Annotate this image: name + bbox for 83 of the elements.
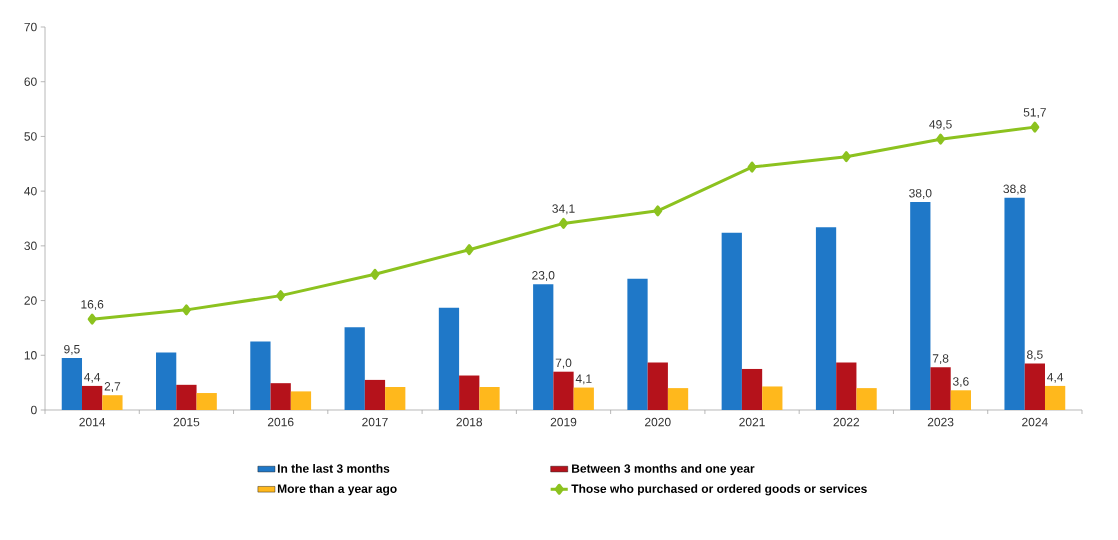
legend-label: More than a year ago — [277, 484, 397, 496]
bar — [762, 386, 783, 410]
y-tick-label: 50 — [24, 132, 37, 141]
bar — [176, 384, 197, 410]
bar — [156, 352, 177, 410]
bar — [741, 368, 763, 410]
bar — [364, 379, 386, 410]
data-label: 4,1 — [575, 374, 592, 385]
point — [87, 313, 97, 325]
bar — [196, 393, 217, 410]
bar — [344, 327, 365, 410]
bar — [82, 385, 103, 410]
bar — [553, 371, 574, 410]
bar — [61, 358, 83, 410]
data-label: 9,5 — [64, 344, 80, 355]
legend-label: Between 3 months and one year — [572, 463, 755, 476]
point — [181, 304, 191, 316]
bar — [573, 387, 594, 410]
y-tick-label: 10 — [24, 351, 37, 360]
bar — [290, 391, 312, 410]
x-tick-label: 2019 — [550, 417, 577, 427]
legend-label: In the last 3 months — [277, 463, 390, 473]
y-tick-label: 60 — [24, 77, 37, 86]
bar — [930, 367, 951, 410]
x-tick-label: 2023 — [927, 417, 954, 427]
bar — [250, 341, 271, 410]
bar — [1024, 363, 1045, 410]
bar — [667, 388, 689, 410]
bar — [647, 362, 668, 410]
data-label: 7,0 — [555, 358, 572, 369]
bar — [1044, 385, 1066, 410]
data-label: 3,6 — [952, 377, 969, 388]
x-tick-label: 2020 — [645, 417, 671, 427]
bar — [950, 390, 971, 410]
bar — [102, 395, 123, 410]
data-label: 49,5 — [929, 120, 952, 130]
data-label: 38,8 — [1003, 184, 1026, 195]
bar — [270, 383, 291, 410]
x-tick-label: 2021 — [739, 417, 765, 427]
x-tick-label: 2014 — [79, 417, 106, 427]
bar — [910, 202, 931, 410]
bar — [459, 375, 480, 410]
x-tick-label: 2022 — [833, 417, 860, 427]
point — [559, 217, 568, 229]
x-tick-label: 2018 — [456, 417, 483, 427]
data-label: 38,0 — [909, 188, 932, 199]
bar — [627, 278, 648, 410]
point — [936, 133, 946, 145]
x-tick-label: 2015 — [173, 417, 200, 427]
bar — [479, 387, 500, 410]
y-tick-label: 20 — [24, 296, 37, 305]
point — [464, 244, 474, 256]
point — [276, 290, 286, 302]
y-tick-label: 40 — [24, 186, 37, 196]
point — [1030, 121, 1040, 133]
data-label: 2,7 — [104, 382, 121, 393]
legend-label: Those who purchased or ordered goods or services — [571, 484, 867, 496]
bar — [438, 307, 460, 410]
bar — [856, 388, 877, 410]
point — [370, 268, 380, 280]
bar — [721, 232, 742, 410]
x-tick-label: 2017 — [362, 417, 388, 427]
data-label: 51,7 — [1023, 108, 1046, 118]
x-tick-label: 2024 — [1022, 417, 1048, 427]
y-tick-label: 70 — [24, 22, 37, 32]
data-label: 34,1 — [552, 204, 575, 215]
bar — [533, 284, 554, 410]
bar — [1004, 197, 1025, 410]
data-label: 16,6 — [81, 300, 104, 310]
point — [841, 151, 851, 163]
point — [747, 161, 757, 173]
data-label: 7,8 — [932, 354, 949, 365]
bar — [815, 227, 837, 410]
point — [653, 205, 663, 217]
x-tick-label: 2016 — [267, 417, 294, 427]
y-tick-label: 30 — [24, 241, 37, 251]
bar — [836, 362, 857, 410]
data-label: 4,4 — [84, 372, 101, 383]
data-label: 8,5 — [1027, 350, 1043, 361]
data-label: 23,0 — [532, 271, 555, 281]
y-tick-label: 0 — [31, 405, 37, 415]
data-label: 4,4 — [1047, 372, 1064, 383]
bar — [385, 387, 406, 410]
